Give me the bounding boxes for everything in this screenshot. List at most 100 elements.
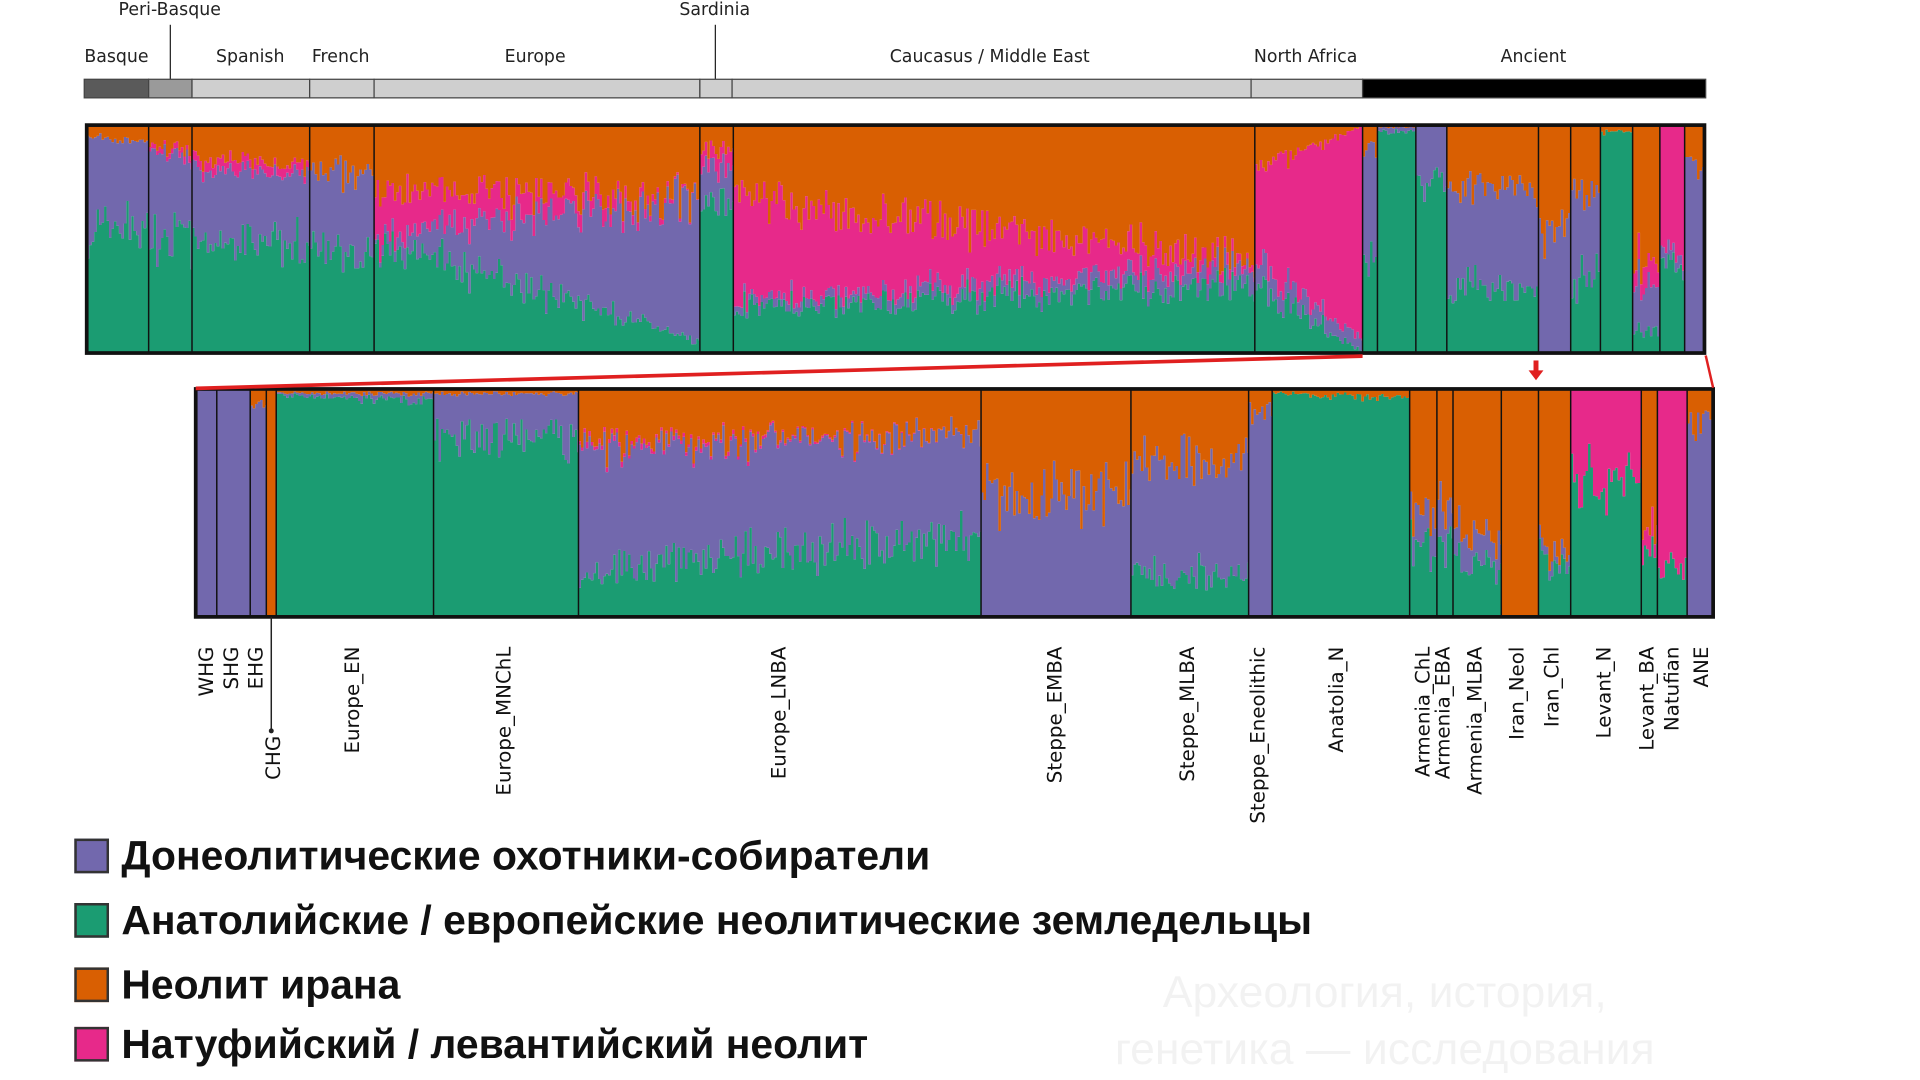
admixture-iran_neolithic-ancient [1684,125,1705,180]
legend-swatch [74,838,110,874]
legend-item-hunter-gatherers: Донеолитические охотники-собиратели [74,832,930,879]
region-label-french: French [311,47,370,67]
admixture-iran_neolithic-steppe-emba [981,388,1131,531]
admixture-hunter_gatherers-north-africa [1254,249,1363,353]
admixture-natufian_levant-north-africa [1254,125,1363,341]
admixture-hunter_gatherers-armenia-mlba [1453,505,1502,585]
admixture-natufian_levant-caucasus-middle-east [733,180,1255,313]
legend-swatch [74,1026,110,1062]
population-label-chg: CHG [261,735,285,780]
admixture-farmers-ancient [1415,167,1447,354]
region-label-spanish: Spanish [215,47,285,67]
admixture-iran_neolithic-ehg [250,388,267,409]
population-label-levant-ba: Levant_BA [1635,646,1659,751]
admixture-iran_neolithic-caucasus-middle-east [733,125,1255,278]
admixture-farmers-caucasus-middle-east [733,267,1255,354]
admixture-hunter_gatherers-ancient [1446,171,1539,304]
region-bar-segment [309,78,375,99]
admixture-farmers-sardinia [699,188,734,354]
region-bar-segment [1250,78,1364,99]
callout-line [714,24,716,80]
admixture-natufian_levant-levant-n [1570,388,1642,516]
admixture-iran_neolithic-ane [1687,388,1714,446]
admixture-iran_neolithic-armenia-chl [1409,388,1437,537]
admixture-iran_neolithic-ancient [1600,125,1633,136]
admixture-hunter_gatherers-ancient [1415,125,1447,202]
admixture-hunter_gatherers-europe-lnba [578,416,982,588]
admixture-hunter_gatherers-europe-mnchl [433,391,579,464]
admixture-iran_neolithic-french [309,125,375,193]
admixture-iran_neolithic-ancient [1446,125,1539,208]
admixture-farmers-french [309,231,375,354]
admixture-hunter_gatherers-ancient [1362,141,1378,277]
region-label-basque: Basque [84,47,149,67]
region-label-caucasus: Caucasus / Middle East [889,47,1090,67]
admixture-iran_neolithic-steppe-eneolithic [1248,388,1273,425]
admixture-hunter_gatherers-ancient [1632,258,1660,338]
admixture-iran_neolithic-armenia-eba [1436,388,1454,530]
legend-item-iran-neolithic: Неолит ирана [74,961,400,1008]
population-label-whg: WHG [194,646,219,697]
admixture-hunter_gatherers-ancient [1684,156,1705,354]
population-label-armenia-mlba: Armenia_MLBA [1462,646,1487,795]
legend-swatch [74,967,110,1003]
admixture-farmers-levant-n [1570,443,1642,617]
admixture-hunter_gatherers-ancient [1659,239,1685,281]
admixture-farmers-iran-chl [1538,538,1571,617]
region-bar-segment [83,78,150,99]
admixture-iran_neolithic-europe-en [276,388,434,397]
population-label-anatolia-n: Anatolia_N [1324,646,1348,753]
admixture-iran_neolithic-ancient [1362,125,1378,158]
population-label-armenia-eba: Armenia_EBA [1430,646,1455,780]
admixture-natufian_levant-ancient [1659,125,1685,271]
red-arrow-icon [1528,360,1544,381]
region-bar-segment [731,78,1252,99]
admixture-natufian_levant-peri-basque [148,140,192,170]
admixture-iran_neolithic-chg [266,388,277,617]
admixture-hunter_gatherers-ancient [1570,178,1601,304]
admixture-natufian_levant-spanish [192,150,310,184]
region-bar-segment [699,78,733,99]
admixture-iran_neolithic-basque [86,125,149,144]
admixture-hunter_gatherers-caucasus-middle-east [733,246,1255,319]
admixture-hunter_gatherers-ancient [1538,209,1571,354]
population-label-europe-lnba: Europe_LNBA [766,646,791,780]
admixture-farmers-spanish [192,216,310,354]
admixture-hunter_gatherers-armenia-chl [1409,491,1437,572]
admixture-iran_neolithic-steppe-mlba [1130,388,1249,486]
chg-pointer-dot [268,728,274,734]
admixture-natufian_levant-natufian [1657,388,1688,580]
admixture-iran_neolithic-ancient [1570,125,1601,211]
admixture-iran_neolithic-iran-neol [1501,388,1539,617]
admixture-natufian_levant-europe [374,172,700,263]
admixture-farmers-basque [86,200,149,354]
admixture-farmers-steppe-mlba [1130,552,1249,617]
admixture-hunter_gatherers-iran-chl [1538,524,1571,581]
admixture-iran_neolithic-ancient [1538,125,1571,259]
legend-label: Донеолитические охотники-собиратели [121,832,931,879]
admixture-hunter_gatherers-peri-basque [148,144,192,270]
admixture-hunter_gatherers-sardinia [699,153,734,216]
population-label-shg: SHG [219,646,243,690]
population-label-levant-n: Levant_N [1591,646,1616,739]
population-label-steppe-emba: Steppe_EMBA [1042,646,1067,784]
callout-line [169,24,171,80]
admixture-iran_neolithic-europe [374,125,700,223]
population-label-steppe-mlba: Steppe_MLBA [1175,646,1200,782]
region-bar-segment [373,78,701,99]
top-admixture-panel [84,123,1707,355]
admixture-farmers-europe-lnba [578,510,982,617]
admixture-farmers-europe-mnchl [433,418,579,617]
admixture-farmers-armenia-mlba [1453,542,1502,617]
callout-sardinia: Sardinia [679,0,751,20]
admixture-hunter_gatherers-ane [1687,410,1714,617]
region-label-ancient: Ancient [1500,47,1567,67]
population-label-ehg: EHG [244,646,268,690]
admixture-iran_neolithic-iran-chl [1538,388,1571,571]
admixture-farmers-ancient [1659,252,1685,354]
admixture-farmers-armenia-chl [1409,519,1437,617]
admixture-hunter_gatherers-ancient [1377,126,1416,135]
admixture-farmers-europe-en [276,393,434,617]
